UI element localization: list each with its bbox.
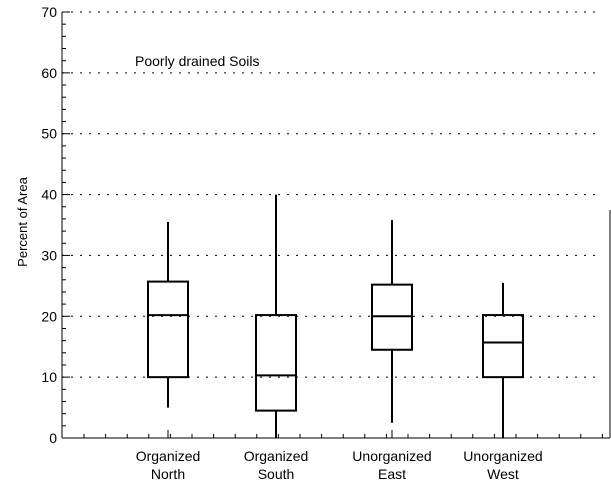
- y-tick-label-50: 50: [41, 126, 57, 142]
- iqr-box-0: [147, 280, 189, 379]
- y-axis-ticks: 0 10 20 30 40 50 60 70: [41, 4, 70, 446]
- box-3: [482, 282, 524, 438]
- y-tick-label-30: 30: [41, 247, 57, 263]
- axes: [61, 12, 611, 439]
- iqr-box-1: [255, 314, 297, 412]
- x-category-label-1-1: South: [258, 466, 295, 482]
- x-category-label-0-0: Organized: [136, 448, 201, 464]
- labels: Organized North Organized South Unorganized E…: [136, 448, 543, 482]
- boxes: [147, 194, 524, 438]
- x-category-label-3-1: West: [487, 466, 519, 482]
- y-tick-label-0: 0: [49, 430, 57, 446]
- y-tick-label-10: 10: [41, 369, 57, 385]
- y-tick-label-40: 40: [41, 187, 57, 203]
- box-0: [147, 221, 189, 408]
- y-tick-label-20: 20: [41, 308, 57, 324]
- x-category-label-2-1: East: [378, 466, 406, 482]
- y-tick-label-70: 70: [41, 4, 57, 20]
- iqr-box-3: [482, 314, 524, 379]
- x-category-label-3-0: Unorganized: [463, 448, 542, 464]
- y-tick-label-60: 60: [41, 65, 57, 81]
- x-axis-ticks: [83, 430, 603, 438]
- x-category-label-1-0: Organized: [244, 448, 309, 464]
- x-category-label-0-1: North: [151, 466, 185, 482]
- x-category-label-2-0: Unorganized: [352, 448, 431, 464]
- chart-annotation: Poorly drained Soils: [135, 53, 260, 69]
- box-2: [371, 220, 413, 423]
- box-1: [255, 194, 297, 438]
- y-axis-label: Percent of Area: [15, 176, 30, 266]
